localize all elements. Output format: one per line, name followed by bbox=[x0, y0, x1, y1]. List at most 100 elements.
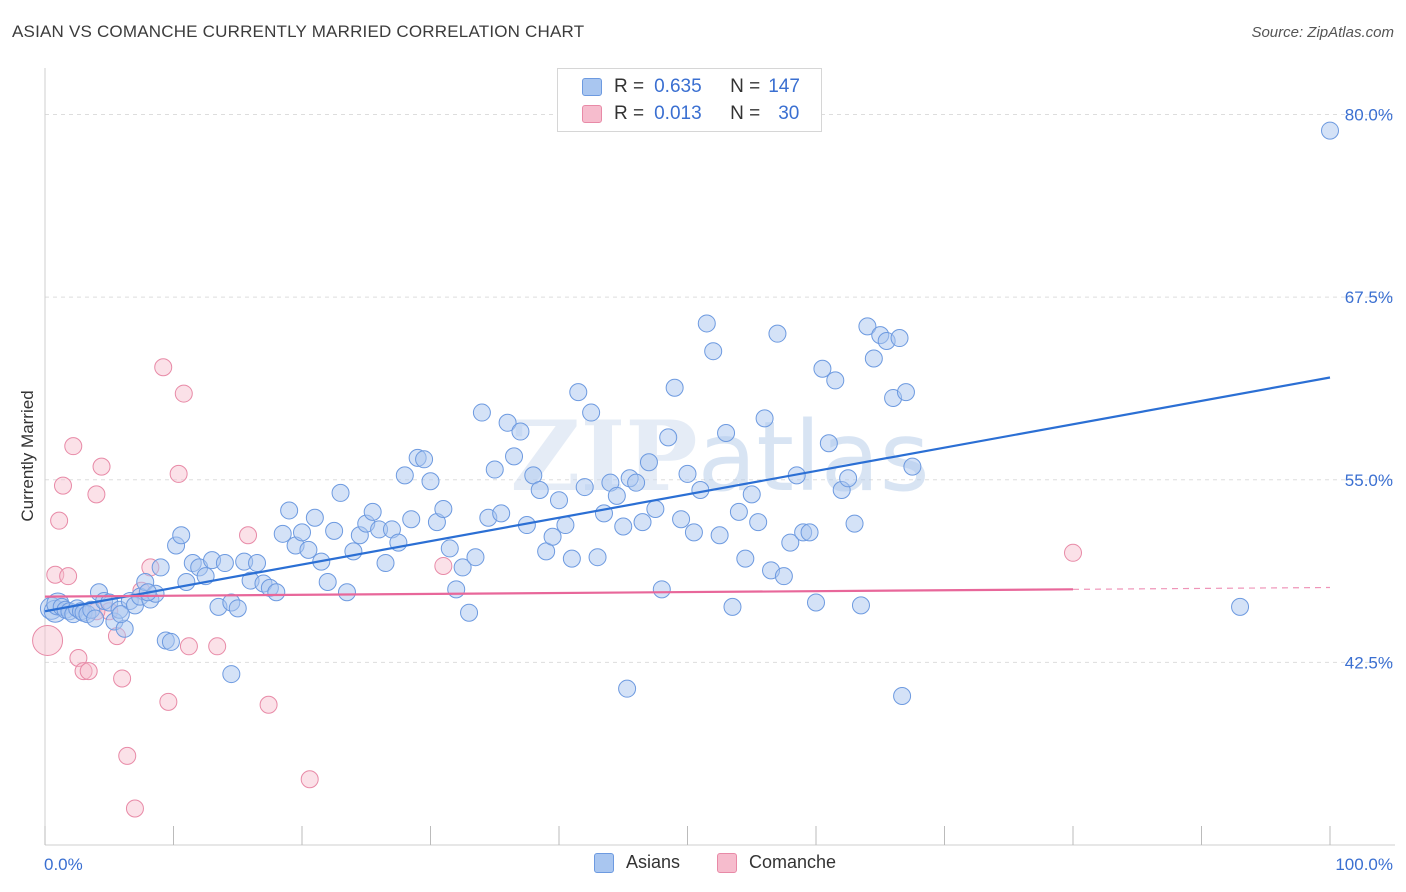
asians-swatch bbox=[582, 78, 602, 96]
chart-title: ASIAN VS COMANCHE CURRENTLY MARRIED CORR… bbox=[12, 22, 585, 41]
asians-point bbox=[1231, 597, 1250, 616]
y-tick-label: 55.0% bbox=[1345, 471, 1393, 490]
asians-point bbox=[839, 469, 858, 488]
asians-point bbox=[697, 314, 716, 333]
asians-n-value: 147 bbox=[768, 76, 800, 97]
asians-point bbox=[864, 349, 883, 368]
asians-point bbox=[896, 383, 915, 402]
asians-point bbox=[453, 558, 472, 577]
bottom-legend: Asians Comanche bbox=[0, 852, 1406, 878]
asians-point bbox=[273, 524, 292, 543]
asians-point bbox=[530, 480, 549, 499]
bottom-asians-label: Asians bbox=[626, 852, 681, 872]
asians-point bbox=[440, 539, 459, 558]
tick-labels: 42.5% 55.0% 67.5% 80.0% 0.0% 100.0% bbox=[44, 106, 1393, 874]
asians-point bbox=[492, 504, 511, 523]
comanche-point bbox=[118, 746, 137, 765]
asians-point bbox=[299, 540, 318, 559]
comanche-n-value: 30 bbox=[778, 103, 800, 124]
x-tick-label: 0.0% bbox=[44, 855, 83, 874]
watermark: ZIPatlas bbox=[510, 400, 929, 513]
comanche-point bbox=[87, 485, 106, 504]
x-tick-label: 100.0% bbox=[1335, 855, 1393, 874]
asians-point bbox=[325, 521, 344, 540]
asians-point bbox=[582, 403, 601, 422]
asians-point bbox=[511, 422, 530, 441]
asians-point bbox=[318, 573, 337, 592]
asians-point bbox=[819, 434, 838, 453]
legend-row-asians: R = 0.635 N = 147 bbox=[582, 75, 800, 99]
asians-point bbox=[659, 428, 678, 447]
asians-point bbox=[267, 583, 286, 602]
asians-r-value: 0.635 bbox=[654, 76, 702, 97]
asians-point bbox=[723, 597, 742, 616]
asians-point bbox=[161, 632, 180, 651]
asians-point bbox=[893, 686, 912, 705]
asians-point bbox=[858, 317, 877, 336]
asians-point bbox=[627, 473, 646, 492]
asians-point bbox=[639, 453, 658, 472]
asians-point bbox=[569, 383, 588, 402]
asians-point bbox=[851, 596, 870, 615]
asians-point bbox=[172, 526, 191, 545]
asians-point bbox=[646, 499, 665, 518]
asians-point bbox=[562, 549, 581, 568]
source-label: Source: ZipAtlas.com bbox=[1251, 24, 1394, 41]
asians-point bbox=[704, 342, 723, 361]
asians-point bbox=[813, 359, 832, 378]
asians-point bbox=[293, 523, 311, 542]
comanche-point bbox=[208, 637, 227, 656]
asians-point bbox=[575, 478, 594, 497]
asians-point bbox=[729, 502, 748, 521]
comanche-point bbox=[1064, 543, 1082, 562]
bottom-asians-swatch bbox=[594, 852, 614, 873]
legend: R = 0.635 N = 147 R = 0.013 N = 30 bbox=[557, 68, 822, 132]
legend-row-comanche: R = 0.013 N = 30 bbox=[582, 102, 799, 126]
asians-point bbox=[633, 513, 652, 532]
asians-point bbox=[228, 599, 247, 618]
comanche-point bbox=[46, 565, 65, 584]
comanche-point bbox=[32, 624, 64, 656]
comanche-n-label: N = bbox=[730, 103, 761, 124]
asians-point bbox=[215, 554, 234, 573]
comanche-point bbox=[179, 637, 198, 656]
comanche-point bbox=[159, 692, 178, 711]
asians-point bbox=[717, 424, 736, 443]
comanche-point bbox=[125, 799, 144, 818]
asians-point bbox=[505, 447, 524, 466]
asians-point bbox=[556, 516, 575, 535]
asians-point bbox=[768, 324, 787, 343]
comanche-point bbox=[300, 770, 319, 789]
asians-point bbox=[652, 580, 671, 599]
comanche-r-value: 0.013 bbox=[654, 103, 702, 124]
comanche-point bbox=[239, 526, 258, 545]
asians-point bbox=[807, 593, 825, 612]
comanche-point bbox=[169, 464, 188, 483]
comanche-point bbox=[259, 695, 278, 714]
asians-point bbox=[826, 371, 845, 390]
asians-point bbox=[845, 514, 864, 533]
asians-point bbox=[305, 508, 324, 527]
comanche-point bbox=[92, 457, 111, 476]
asians-point bbox=[434, 499, 453, 518]
asians-point bbox=[672, 510, 691, 529]
bottom-legend-asians: Asians bbox=[594, 852, 680, 873]
asians-point bbox=[415, 450, 434, 469]
comanche-point bbox=[64, 437, 83, 456]
asians-point bbox=[421, 472, 440, 491]
asians-n-label: N = bbox=[730, 76, 761, 97]
asians-r-label: R = bbox=[614, 76, 645, 97]
asians-point bbox=[736, 549, 755, 568]
asians-trend-line bbox=[44, 376, 1331, 613]
comanche-point bbox=[50, 511, 69, 530]
bottom-comanche-label: Comanche bbox=[749, 852, 837, 872]
trend-layer bbox=[44, 376, 1331, 613]
asians-point bbox=[222, 665, 241, 684]
y-tick-label: 42.5% bbox=[1345, 653, 1393, 672]
asians-point bbox=[781, 533, 800, 552]
asians-point bbox=[710, 526, 729, 545]
asians-point bbox=[1321, 121, 1339, 140]
comanche-trend-extension bbox=[1072, 586, 1331, 590]
comanche-trend-line bbox=[44, 588, 1074, 598]
